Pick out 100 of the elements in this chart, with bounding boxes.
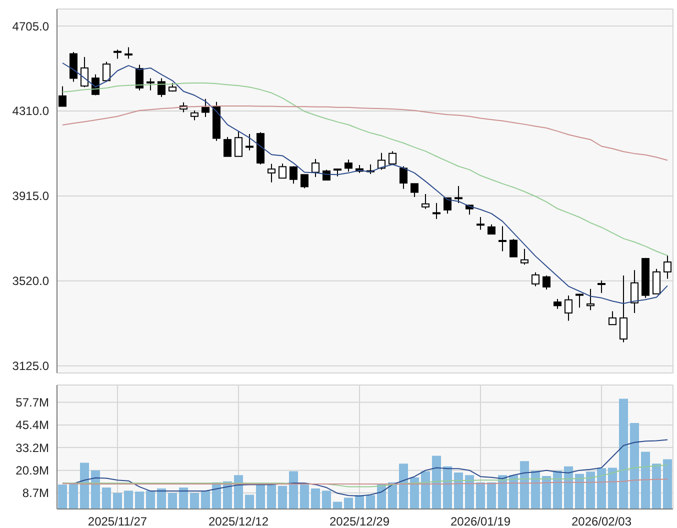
- candlestick: [488, 224, 496, 235]
- x-tick-label: 2025/12/29: [329, 514, 390, 528]
- y-tick-label: 8.7M: [22, 486, 49, 500]
- bar: [421, 471, 430, 509]
- candlestick: [58, 86, 66, 107]
- y-tick-label: 57.7M: [16, 395, 49, 410]
- candlestick: [234, 130, 242, 157]
- candlestick: [620, 275, 628, 343]
- bar: [355, 495, 364, 509]
- bar: [311, 488, 320, 509]
- bar: [102, 488, 111, 509]
- x-tick-label: 2026/02/03: [571, 514, 632, 528]
- x-tick-label: 2025/12/12: [208, 514, 269, 528]
- candlestick: [542, 275, 550, 290]
- candlestick: [102, 61, 110, 82]
- candlestick: [158, 78, 166, 98]
- bar: [641, 452, 650, 509]
- bar: [245, 494, 254, 509]
- candlestick: [290, 166, 298, 184]
- candlestick: [598, 280, 606, 294]
- candlestick: [114, 49, 122, 60]
- bar: [69, 484, 78, 509]
- candlestick: [400, 166, 408, 190]
- bar: [597, 468, 606, 509]
- bar: [630, 422, 639, 509]
- candlestick: [564, 295, 572, 322]
- candlestick: [652, 268, 660, 294]
- candlestick: [532, 272, 540, 287]
- candlestick: [510, 238, 518, 258]
- bar: [234, 475, 243, 509]
- bar: [476, 482, 485, 509]
- y-tick-label: 33.2M: [16, 440, 49, 455]
- y-tick-label: 3125.0: [12, 359, 50, 374]
- candlestick: [378, 152, 386, 170]
- candlestick: [202, 98, 210, 118]
- candlestick: [410, 183, 418, 198]
- candlestick: [498, 226, 506, 252]
- candlestick: [300, 174, 308, 189]
- bar: [575, 474, 584, 509]
- y-tick-label: 45.4M: [16, 418, 49, 432]
- bar: [256, 484, 265, 509]
- bar: [278, 486, 287, 509]
- line-series: [62, 62, 668, 304]
- candlestick: [432, 202, 440, 220]
- bar: [410, 477, 419, 509]
- bar: [652, 464, 661, 509]
- bar: [80, 462, 89, 509]
- bar: [344, 498, 353, 509]
- candlestick: [586, 288, 594, 311]
- candlestick: [80, 56, 88, 88]
- bar: [113, 492, 122, 509]
- y-tick-label: 3520.0: [12, 274, 50, 288]
- bar: [322, 490, 331, 509]
- candlestick: [124, 46, 132, 60]
- bar: [619, 398, 628, 509]
- bar: [454, 472, 463, 509]
- bar: [135, 492, 144, 509]
- x-tick-label: 2026/01/19: [450, 514, 511, 528]
- candlestick: [246, 133, 254, 151]
- bar: [465, 475, 474, 509]
- bar: [586, 472, 595, 509]
- bar: [608, 468, 617, 509]
- candlestick: [312, 158, 320, 178]
- candlestick: [520, 248, 528, 266]
- candlestick: [554, 298, 562, 310]
- bar: [487, 482, 496, 509]
- bar: [520, 461, 529, 509]
- bar: [300, 484, 309, 509]
- y-tick-label: 4310.0: [12, 104, 50, 118]
- candlestick: [224, 136, 232, 157]
- candlestick: [454, 186, 462, 204]
- candlestick: [136, 64, 144, 91]
- bar: [190, 492, 199, 509]
- bar: [157, 488, 166, 509]
- bar: [564, 466, 573, 509]
- line-series: [62, 106, 668, 161]
- bar: [366, 495, 375, 509]
- candlestick: [476, 216, 484, 230]
- candlestick: [388, 150, 396, 164]
- candlestick: [576, 293, 584, 308]
- y-tick-label: 3915.0: [12, 189, 50, 204]
- candlestick: [278, 163, 286, 179]
- bar: [663, 459, 672, 509]
- bar: [91, 470, 100, 509]
- candlestick: [422, 194, 430, 210]
- bar: [168, 492, 177, 509]
- bar: [333, 502, 342, 509]
- bar: [179, 488, 188, 509]
- bar: [201, 490, 210, 509]
- line-series: [62, 464, 668, 488]
- y-tick-label: 4705.0: [12, 19, 50, 34]
- candlestick: [190, 110, 198, 121]
- candlestick: [146, 78, 154, 91]
- bar: [399, 464, 408, 509]
- bar: [443, 466, 452, 509]
- bar: [124, 490, 133, 509]
- x-tick-label: 2025/11/27: [88, 514, 148, 528]
- bar: [432, 456, 441, 509]
- candlestick: [608, 310, 616, 326]
- bar: [553, 470, 562, 509]
